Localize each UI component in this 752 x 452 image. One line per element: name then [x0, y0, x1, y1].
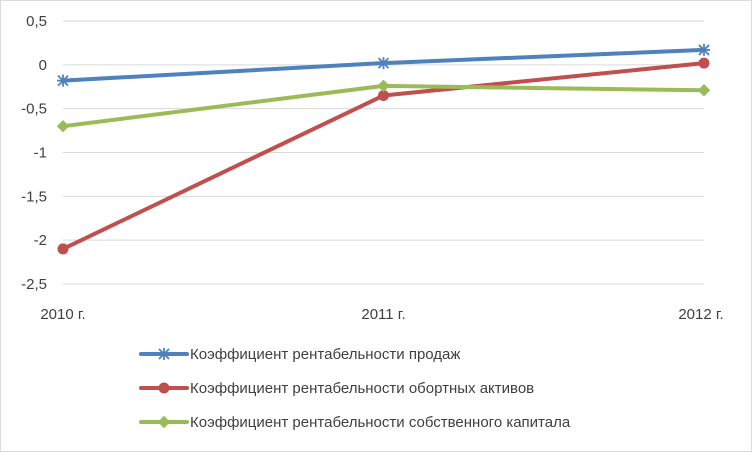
y-axis-ticks: 0,5 0 -0,5 -1 -1,5 -2 -2,5 — [21, 13, 47, 293]
data-point — [697, 84, 711, 97]
y-tick-label: 0,5 — [26, 13, 47, 30]
series-diamond — [56, 79, 711, 133]
y-tick-label: -1 — [34, 145, 47, 162]
legend-item: Коэффициент рентабельности собственного … — [139, 414, 571, 431]
series-circle — [57, 57, 710, 255]
series-lines — [56, 43, 711, 255]
legend-item: Коэффициент рентабельности продаж — [139, 346, 460, 363]
legend-swatch-marker — [158, 382, 170, 394]
data-point — [57, 243, 69, 255]
legend-swatch-marker — [157, 415, 171, 429]
legend-item: Коэффициент рентабельности обортных акти… — [139, 380, 534, 397]
legend-label: Коэффициент рентабельности продаж — [190, 346, 460, 363]
legend-swatch-marker — [158, 348, 170, 360]
data-point — [698, 43, 710, 56]
data-point — [57, 74, 69, 87]
y-tick-label: -1,5 — [21, 188, 47, 205]
y-tick-label: -0,5 — [21, 101, 47, 118]
data-point — [377, 79, 390, 93]
data-point — [698, 57, 710, 69]
legend-label: Коэффициент рентабельности обортных акти… — [190, 380, 534, 397]
y-tick-label: 0 — [39, 57, 47, 74]
y-tick-label: -2 — [34, 232, 47, 249]
series-star — [57, 43, 710, 87]
x-axis-ticks: 2010 г. 2011 г. 2012 г. — [40, 306, 723, 323]
y-tick-label: -2,5 — [21, 276, 47, 293]
data-point — [377, 57, 390, 70]
x-tick-label: 2011 г. — [361, 306, 405, 323]
data-point — [56, 119, 70, 133]
legend: Коэффициент рентабельности продаж Коэффиц… — [139, 346, 571, 431]
x-tick-label: 2012 г. — [678, 306, 723, 323]
legend-label: Коэффициент рентабельности собственного … — [190, 414, 571, 431]
x-tick-label: 2010 г. — [40, 306, 85, 323]
